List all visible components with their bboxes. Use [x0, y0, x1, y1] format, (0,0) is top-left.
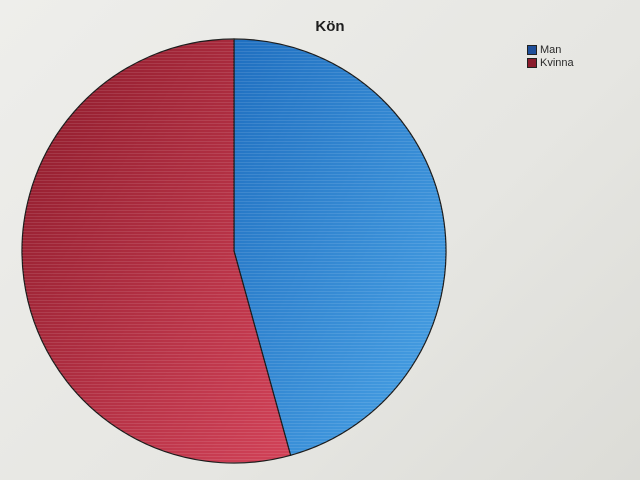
legend-swatch-kvinna [527, 57, 537, 68]
pie-slice-kvinna-texture [22, 39, 291, 463]
legend-item-kvinna: Kvinna [527, 56, 574, 69]
pie-slice-man-texture [234, 39, 446, 456]
legend-item-man: Man [527, 43, 574, 56]
chart-legend: Man Kvinna [527, 43, 574, 69]
legend-label-kvinna: Kvinna [540, 56, 574, 69]
legend-label-man: Man [540, 43, 562, 56]
legend-swatch-man [527, 44, 537, 55]
chart-title: Kön [315, 18, 345, 35]
